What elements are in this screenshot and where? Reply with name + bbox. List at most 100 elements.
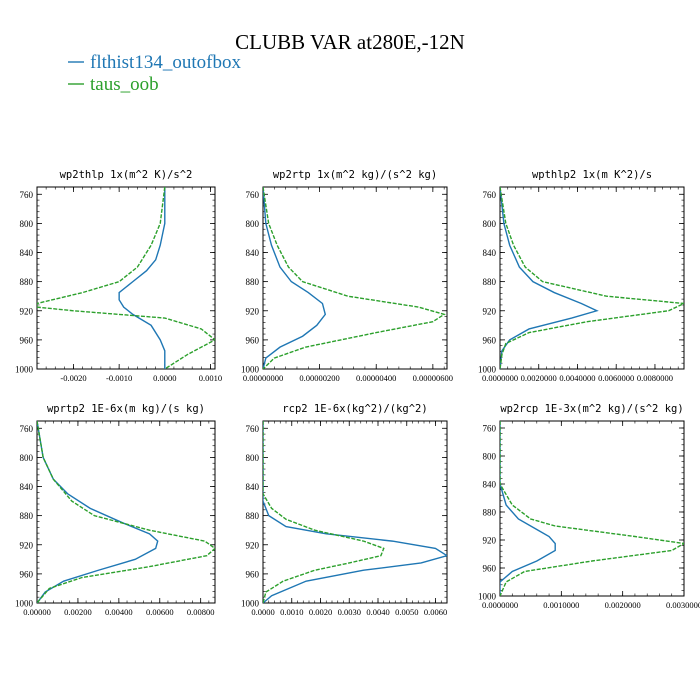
y-tick-label: 840 xyxy=(20,248,34,258)
x-tick-label: -0.0010 xyxy=(106,373,132,383)
y-tick-label: 840 xyxy=(483,248,497,258)
x-tick-label: 0.0060 xyxy=(424,607,447,617)
panel-4: wprtp2 1E-6x(m kg)/(s kg) 760 800 840 880 920… xyxy=(15,403,216,617)
y-tick-label: 960 xyxy=(483,564,497,574)
x-tick-label: 0.0000000 xyxy=(482,600,518,610)
series-flthist134 xyxy=(500,187,599,369)
legend: flthist134_outofbox taus_oob xyxy=(68,52,241,95)
y-tick-label: 800 xyxy=(20,219,34,229)
x-tick-label: 0.0060000 xyxy=(598,373,634,383)
x-tick-label: 0.0010000 xyxy=(543,600,579,610)
x-tick-label: 0.00000400 xyxy=(356,373,396,383)
panel-title: wprtp2 1E-6x(m kg)/(s kg) xyxy=(47,403,205,415)
x-tick-label: 0.00800 xyxy=(187,607,215,617)
x-tick-label: 0.0000 xyxy=(251,607,274,617)
y-tick-label: 960 xyxy=(20,569,34,579)
y-tick-label: 840 xyxy=(246,248,260,258)
x-tick-label: 0.0000 xyxy=(153,373,176,383)
y-tick-label: 920 xyxy=(20,540,34,550)
series-flthist134 xyxy=(500,421,556,596)
x-tick-label: 0.00200 xyxy=(64,607,92,617)
y-tick-label: 800 xyxy=(20,453,34,463)
panel-6: wp2rcp 1E-3x(m^2 kg)/(s^2 kg)760 800 840 88… xyxy=(478,403,700,610)
y-tick-label: 880 xyxy=(246,511,260,521)
y-tick-label: 800 xyxy=(483,219,497,229)
x-tick-label: 0.00000200 xyxy=(299,373,339,383)
plot-frame xyxy=(36,420,216,604)
x-tick-label: 0.0010 xyxy=(280,607,303,617)
legend-label-taus-oob: taus_oob xyxy=(90,74,159,95)
y-tick-label: 760 xyxy=(483,190,497,200)
x-tick-label: 0.0020000 xyxy=(605,600,641,610)
panel-title: wpthlp2 1x(m K^2)/s xyxy=(532,169,652,181)
y-tick-label: 880 xyxy=(20,511,34,521)
y-tick-label: 880 xyxy=(483,277,497,287)
panel-grid: wp2thlp 1x(m^2 K)/s^2 760 800 840 880 920 960 1… xyxy=(15,169,700,617)
y-tick-label: 920 xyxy=(246,540,260,550)
y-tick-label: 880 xyxy=(246,277,260,287)
y-tick-label: 1000 xyxy=(241,599,260,609)
y-tick-label: 880 xyxy=(483,508,497,518)
y-tick-label: 1000 xyxy=(478,592,497,602)
panel-1: wp2thlp 1x(m^2 K)/s^2 760 800 840 880 920 960 1… xyxy=(15,169,222,383)
series-taus-oob xyxy=(37,187,215,369)
y-tick-label: 960 xyxy=(20,335,34,345)
x-tick-label: 0.0020 xyxy=(309,607,332,617)
series-flthist134 xyxy=(263,187,327,369)
series-taus-oob xyxy=(500,421,684,596)
plot-frame xyxy=(262,420,448,604)
y-tick-label: 800 xyxy=(483,452,497,462)
y-tick-label: 840 xyxy=(483,480,497,490)
y-tick-label: 1000 xyxy=(241,365,260,375)
panel-title: wp2thlp 1x(m^2 K)/s^2 xyxy=(60,169,193,181)
y-tick-label: 760 xyxy=(20,190,34,200)
plot-frame xyxy=(36,186,216,370)
y-tick-label: 760 xyxy=(246,190,260,200)
plot-frame xyxy=(499,186,685,370)
x-tick-label: 0.00000600 xyxy=(413,373,453,383)
x-tick-label: 0.0020000 xyxy=(521,373,557,383)
y-tick-label: 840 xyxy=(20,482,34,492)
panel-title: wp2rtp 1x(m^2 kg)/(s^2 kg) xyxy=(273,169,437,181)
series-taus-oob xyxy=(500,187,684,369)
series-taus-oob xyxy=(263,187,446,369)
legend-label-flthist134: flthist134_outofbox xyxy=(90,52,241,73)
x-tick-label: 0.0040 xyxy=(366,607,389,617)
y-tick-label: 960 xyxy=(483,335,497,345)
x-tick-label: 0.0000000 xyxy=(482,373,518,383)
x-tick-label: 0.0080000 xyxy=(637,373,673,383)
y-tick-label: 800 xyxy=(246,453,260,463)
y-tick-label: 960 xyxy=(246,335,260,345)
y-tick-label: 1000 xyxy=(15,365,34,375)
x-tick-label: 0.0050 xyxy=(395,607,418,617)
y-tick-label: 920 xyxy=(483,306,497,316)
y-tick-label: 760 xyxy=(246,424,260,434)
panel-2: wp2rtp 1x(m^2 kg)/(s^2 kg) 760 800 840 880 92… xyxy=(241,169,453,383)
x-tick-label: 0.00000000 xyxy=(243,373,283,383)
y-tick-label: 1000 xyxy=(15,599,34,609)
x-tick-label: 0.0030000 xyxy=(666,600,700,610)
series-taus-oob xyxy=(263,421,385,603)
plot-frame xyxy=(262,186,448,370)
y-tick-label: 800 xyxy=(246,219,260,229)
y-tick-label: 760 xyxy=(20,424,34,434)
series-flthist134 xyxy=(118,187,166,369)
plot-frame xyxy=(499,420,685,597)
y-tick-label: 920 xyxy=(483,536,497,546)
x-tick-label: 0.00600 xyxy=(146,607,174,617)
panel-title: rcp2 1E-6x(kg^2)/(kg^2) xyxy=(282,403,427,415)
series-flthist134 xyxy=(263,421,447,603)
x-tick-label: 0.0040000 xyxy=(559,373,595,383)
y-tick-label: 880 xyxy=(20,277,34,287)
panel-3: wpthlp2 1x(m K^2)/s 760 800 840 880 920 960 100… xyxy=(478,169,685,383)
series-taus-oob xyxy=(37,421,215,603)
y-tick-label: 920 xyxy=(246,306,260,316)
y-tick-label: 920 xyxy=(20,306,34,316)
y-tick-label: 840 xyxy=(246,482,260,492)
x-tick-label: 0.00000 xyxy=(23,607,51,617)
x-tick-label: 0.0010 xyxy=(199,373,222,383)
x-tick-label: 0.00400 xyxy=(105,607,133,617)
panel-title: wp2rcp 1E-3x(m^2 kg)/(s^2 kg) xyxy=(500,403,683,415)
y-tick-label: 760 xyxy=(483,424,497,434)
